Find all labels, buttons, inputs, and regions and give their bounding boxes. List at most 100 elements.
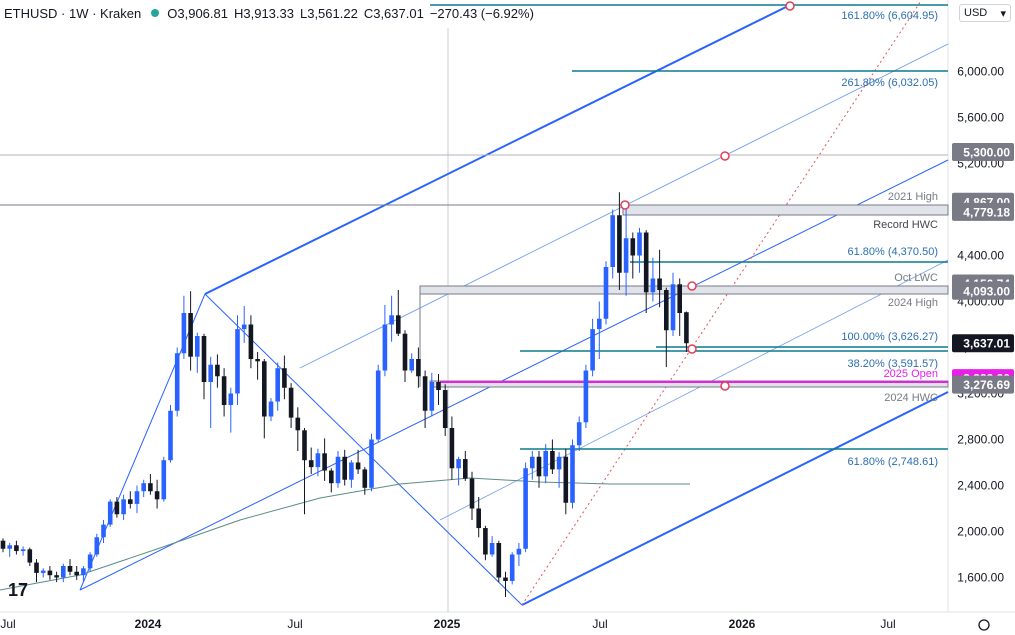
- candle-body: [0, 540, 6, 549]
- candle-body: [302, 430, 307, 461]
- price-tick-label: 4,400.00: [957, 249, 1004, 263]
- price-tag: [952, 375, 1014, 394]
- channel-lower-line: [521, 391, 949, 606]
- price-tick-label: 5,600.00: [957, 111, 1004, 125]
- candle-body: [168, 410, 173, 461]
- candle-body: [550, 451, 555, 470]
- gear-icon[interactable]: [978, 619, 990, 631]
- candle-body: [483, 528, 488, 555]
- candle-body: [20, 549, 26, 552]
- chart-header: ETHUSD · 1W · Kraken O 3,906.81 H 3,913.33…: [0, 0, 534, 26]
- tradingview-logo: 17: [8, 580, 29, 600]
- close-value: 3,637.01: [373, 5, 424, 21]
- candle-body: [530, 456, 535, 469]
- candle-body: [201, 336, 207, 382]
- candle-body: [34, 562, 39, 573]
- channel-upper-line: [204, 4, 791, 295]
- candle-body: [503, 577, 508, 581]
- price-tag: [952, 334, 1014, 353]
- price-tag-label: 3,276.69: [963, 378, 1010, 392]
- candle-body: [362, 469, 368, 488]
- candle-body: [355, 462, 361, 470]
- level-label: 2024 HWC: [884, 392, 938, 404]
- candle-body: [342, 456, 347, 480]
- candle-body: [396, 315, 401, 334]
- level-label: 2021 High: [888, 191, 938, 203]
- moving-average-line: [0, 477, 690, 591]
- candle-body: [221, 376, 227, 405]
- candle-body: [643, 232, 649, 293]
- open-value: 3,906.81: [177, 5, 228, 21]
- candle-body: [610, 215, 615, 267]
- candle-body: [509, 554, 515, 581]
- currency-label: USD: [964, 7, 988, 19]
- projection-line: [521, 0, 923, 606]
- candle-body: [282, 368, 287, 388]
- candle-body: [523, 468, 528, 549]
- candle-body: [174, 353, 180, 411]
- candle-body: [409, 359, 414, 371]
- pivot-marker: [720, 151, 730, 161]
- candle-body: [275, 368, 280, 402]
- candle-body: [630, 238, 636, 256]
- price-tag: [952, 143, 1014, 161]
- candle-body: [67, 566, 73, 572]
- candle-body: [422, 376, 428, 411]
- candle-body: [134, 491, 140, 504]
- candle-body: [308, 460, 314, 468]
- candle-body: [7, 545, 12, 549]
- candle-body: [684, 312, 689, 344]
- candle-body: [101, 524, 106, 538]
- candle-body: [416, 359, 421, 377]
- candle-body: [61, 566, 66, 578]
- open-label: O: [167, 5, 178, 21]
- candle-body: [456, 459, 461, 469]
- currency-selector[interactable]: USD ▾: [959, 4, 1011, 22]
- candle-body: [402, 333, 408, 371]
- candle-body: [576, 422, 582, 446]
- median-line: [79, 159, 949, 591]
- price-tick-label: 6,000.00: [957, 65, 1004, 79]
- price-tag: [952, 202, 1014, 221]
- candle-body: [536, 456, 542, 477]
- candle-body: [228, 393, 234, 405]
- level-label: 161.80% (6,604.95): [841, 10, 938, 22]
- candle-body: [556, 456, 562, 470]
- candle-body: [590, 329, 595, 371]
- candle-body: [161, 460, 167, 500]
- price-tag: [952, 281, 1014, 300]
- candle-body: [369, 439, 374, 488]
- level-label: 261.80% (6,032.05): [841, 77, 938, 89]
- candle-body: [563, 456, 569, 503]
- candle-body: [489, 543, 495, 555]
- candle-body: [107, 501, 113, 525]
- candle-body: [268, 401, 274, 417]
- candle-body: [54, 575, 59, 578]
- market-status-icon: [151, 9, 160, 17]
- candle-body: [543, 451, 548, 477]
- level-label: 2025 Open: [884, 368, 938, 380]
- candle-body: [295, 417, 301, 431]
- symbol-title[interactable]: ETHUSD · 1W · Kraken: [4, 5, 142, 21]
- candle-body: [429, 382, 435, 411]
- candle-body: [463, 459, 468, 479]
- change-value: −270.43 (−6.92%): [429, 5, 534, 21]
- chevron-down-icon: ▾: [1000, 7, 1006, 20]
- low-label: L: [299, 5, 308, 21]
- price-tick-label: 2,800.00: [957, 433, 1004, 447]
- price-tag-label: 4,093.00: [963, 284, 1010, 298]
- pivot-marker: [687, 344, 697, 354]
- time-tick-label: 2026: [729, 617, 756, 631]
- candle-body: [27, 549, 33, 563]
- level-label: 2024 High: [888, 297, 938, 309]
- level-label: 61.80% (2,748.61): [847, 456, 938, 468]
- high-label: H: [233, 5, 244, 21]
- candle-body: [81, 568, 86, 576]
- candle-body: [637, 232, 642, 256]
- candle-body: [469, 478, 475, 509]
- candle-body: [14, 545, 19, 552]
- price-tag-label: 4,779.18: [963, 205, 1010, 219]
- candle-body: [128, 499, 133, 504]
- candle-body: [496, 543, 502, 578]
